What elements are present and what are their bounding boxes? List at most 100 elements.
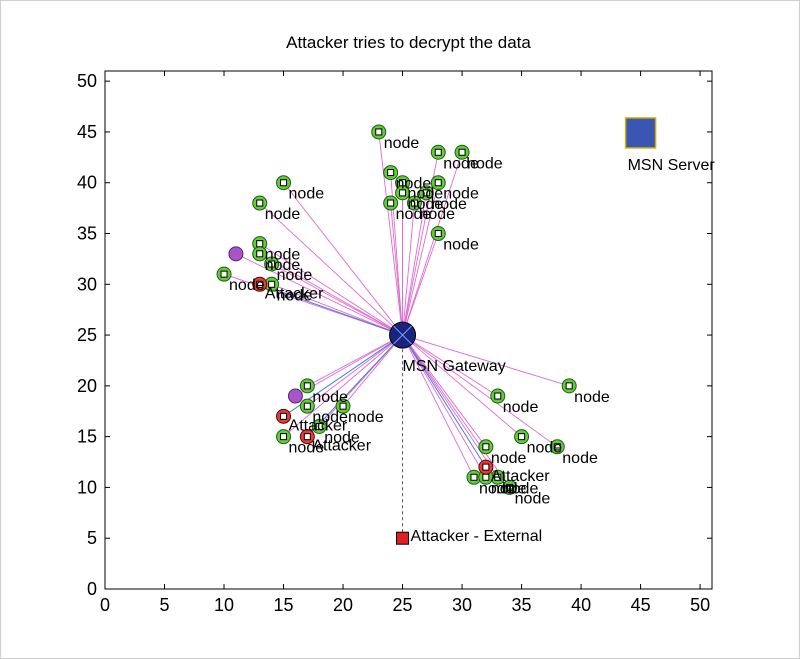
- node-label: node: [348, 409, 384, 426]
- attacker-inner-square: [280, 412, 288, 420]
- attacker-inner-square: [303, 433, 311, 441]
- node-label: node: [396, 176, 432, 193]
- node-label: node: [265, 257, 301, 274]
- gateway-label: MSN Gateway: [403, 358, 506, 375]
- x-tick-label: 5: [160, 595, 170, 615]
- node-label: node: [443, 237, 479, 254]
- attacker-inner-square: [482, 463, 490, 471]
- external-attacker-marker: [396, 531, 410, 545]
- y-tick-label: 10: [77, 477, 97, 497]
- node-inner-square: [280, 433, 288, 441]
- node-label: node: [527, 440, 563, 457]
- node-link: [402, 334, 499, 397]
- node-label: node: [265, 206, 301, 223]
- x-tick-label: 20: [333, 595, 353, 615]
- node-inner-square: [256, 240, 264, 248]
- node-label: node: [289, 440, 325, 457]
- attacker-link: [306, 334, 403, 437]
- node-inner-square: [434, 148, 442, 156]
- node-inner-square: [268, 280, 276, 288]
- node-link: [283, 334, 403, 437]
- node-label: node: [408, 186, 444, 203]
- node-inner-square: [494, 473, 502, 481]
- node-inner-square: [434, 230, 442, 238]
- compromised-link: [235, 253, 403, 336]
- attacker-link: [259, 283, 403, 336]
- node-inner-square: [256, 250, 264, 258]
- y-tick-label: 20: [77, 376, 97, 396]
- x-tick-label: 0: [100, 595, 110, 615]
- external-attacker-label: Attacker - External: [411, 528, 543, 545]
- node-link: [390, 202, 403, 336]
- server-label: MSN Server: [628, 157, 716, 174]
- node-link: [402, 334, 499, 478]
- node-link: [402, 202, 415, 336]
- node-label: node: [408, 196, 444, 213]
- chart-title: Attacker tries to decrypt the data: [286, 33, 531, 52]
- node-inner-square: [565, 382, 573, 390]
- y-tick-label: 40: [77, 173, 97, 193]
- node-link: [402, 334, 522, 437]
- node-link: [402, 152, 463, 336]
- node-inner-square: [375, 128, 383, 136]
- node-label: node: [443, 186, 479, 203]
- node-inner-square: [268, 260, 276, 268]
- node-label: node: [479, 480, 515, 497]
- gateway-mark-b: [393, 325, 412, 345]
- node-inner-square: [506, 483, 514, 491]
- x-tick-label: 25: [393, 595, 413, 615]
- node-link: [259, 202, 403, 336]
- x-tick-label: 10: [214, 595, 234, 615]
- node-label: node: [419, 206, 455, 223]
- node-inner-square: [387, 169, 395, 177]
- x-tick-label: 15: [274, 595, 294, 615]
- x-tick-label: 45: [631, 595, 651, 615]
- node-label: node: [491, 480, 527, 497]
- node-label: node: [277, 287, 313, 304]
- node-inner-square: [315, 422, 323, 430]
- y-tick-label: 25: [77, 325, 97, 345]
- attacker-inner-square: [256, 280, 264, 288]
- node-inner-square: [482, 443, 490, 451]
- node-inner-square: [470, 473, 478, 481]
- node-link: [402, 334, 487, 448]
- node-inner-square: [553, 443, 561, 451]
- node-label: node: [324, 429, 360, 446]
- y-tick-label: 50: [77, 71, 97, 91]
- node-inner-square: [303, 382, 311, 390]
- node-inner-square: [410, 199, 418, 207]
- attacker-label: Attacker: [289, 417, 348, 434]
- x-tick-label: 35: [512, 595, 532, 615]
- node-link: [378, 131, 403, 336]
- node-link: [402, 334, 558, 448]
- node-label: node: [491, 450, 527, 467]
- y-tick-label: 30: [77, 274, 97, 294]
- y-tick-label: 35: [77, 224, 97, 244]
- node-inner-square: [399, 189, 407, 197]
- node-inner-square: [387, 199, 395, 207]
- node-label: node: [277, 267, 313, 284]
- attacker-label: Attacker: [491, 468, 550, 485]
- node-link: [402, 233, 439, 336]
- node-link: [402, 182, 439, 336]
- x-tick-label: 40: [571, 595, 591, 615]
- node-link: [342, 334, 403, 407]
- node-label: node: [562, 450, 598, 467]
- y-tick-label: 45: [77, 122, 97, 142]
- node-inner-square: [303, 402, 311, 410]
- node-inner-square: [434, 179, 442, 187]
- node-link: [283, 182, 403, 336]
- node-inner-square: [494, 392, 502, 400]
- node-link: [307, 334, 403, 387]
- node-label: node: [443, 155, 479, 172]
- node-inner-square: [458, 148, 466, 156]
- node-label: node: [229, 277, 265, 294]
- node-label: node: [312, 389, 348, 406]
- node-label: node: [467, 155, 503, 172]
- node-link: [402, 334, 511, 488]
- server-marker: [624, 117, 657, 149]
- node-label: node: [396, 206, 432, 223]
- attacker-link: [402, 334, 487, 468]
- node-inner-square: [339, 402, 347, 410]
